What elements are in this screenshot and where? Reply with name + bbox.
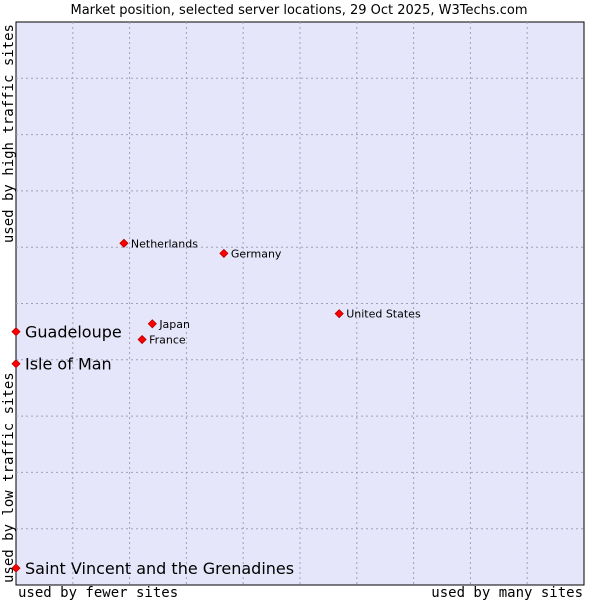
data-point-united-states — [334, 309, 344, 319]
y-axis-label-bottom: used by low traffic sites — [1, 372, 17, 583]
data-point-france — [137, 334, 147, 345]
data-label-guadeloupe: Guadeloupe — [25, 323, 122, 342]
grid-lines — [16, 22, 584, 585]
data-point-isle-of-man — [11, 359, 21, 369]
data-points: Netherlands Germany United States Japan Fran… — [11, 237, 421, 578]
x-axis-label-right: used by many sites — [431, 585, 583, 600]
data-label-netherlands: Netherlands — [131, 237, 198, 250]
data-label-france: France — [149, 334, 186, 347]
data-label-japan: Japan — [158, 318, 190, 331]
data-label-saint-vincent-and-the-grenadines: Saint Vincent and the Grenadines — [25, 559, 294, 578]
chart-title: Market position, selected server locatio… — [70, 3, 527, 18]
data-point-guadeloupe — [11, 327, 21, 337]
data-label-germany: Germany — [231, 247, 282, 260]
y-axis-label-top: used by high traffic sites — [1, 24, 17, 243]
data-label-united-states: United States — [346, 308, 421, 321]
data-point-saint-vincent-and-the-grenadines — [11, 563, 21, 573]
data-point-germany — [219, 248, 229, 258]
data-label-isle-of-man: Isle of Man — [25, 355, 112, 374]
x-axis-label-left: used by fewer sites — [18, 585, 178, 600]
data-point-japan — [147, 319, 157, 329]
data-point-netherlands — [119, 238, 129, 248]
